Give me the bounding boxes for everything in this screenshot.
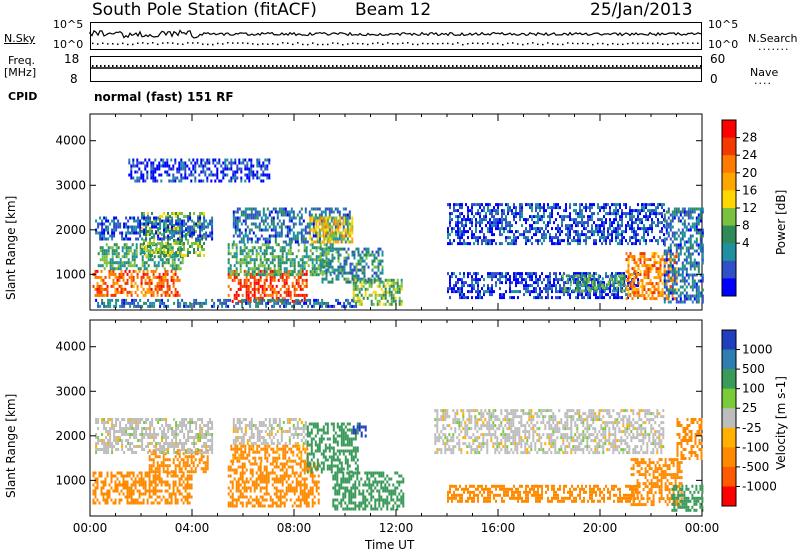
nsky-panel	[90, 22, 702, 50]
x-tick-label-1: 04:00	[175, 521, 210, 535]
power-colorbar-swatch-7	[722, 243, 736, 262]
cpid-value: normal (fast) 151 RF	[94, 90, 234, 104]
nsky-trace	[89, 29, 703, 46]
velocity-colorbar-tick-label-5: -100	[742, 440, 769, 454]
freq-panel	[90, 56, 702, 82]
power-colorbar-tick-label-0: 28	[742, 131, 757, 145]
velocity-colorbar-swatch-7	[722, 466, 736, 487]
nsky-tick-top: 10^5	[53, 18, 84, 31]
velocity-colorbar-swatch-1	[722, 349, 736, 370]
velocity-colorbar-tick-label-0: 1000	[742, 343, 773, 357]
date-label: 25/Jan/2013	[590, 0, 693, 20]
velocity-colorbar-swatch-5	[722, 427, 736, 448]
velocity-ytick-label-2: 3000	[55, 384, 86, 398]
station-title: South Pole Station (fitACF)	[92, 0, 317, 20]
nsearch-dots: .......	[758, 40, 790, 53]
power-scale-label-box: Power [dB]	[774, 190, 800, 269]
velocity-scatter-data	[92, 409, 704, 512]
power-colorbar-tick-label-1: 24	[742, 148, 757, 162]
power-colorbar-swatch-1	[722, 137, 736, 156]
nsky-tick-bottom: 10^0	[53, 38, 84, 51]
power-panel-ylabel-box: Slant Range [km]	[4, 160, 34, 310]
beam-label: Beam 12	[355, 0, 432, 20]
x-tick-label-6: 00:00	[685, 521, 720, 535]
power-colorbar-tick-label-6: 4	[742, 236, 750, 250]
power-ytick-label-2: 3000	[55, 178, 86, 192]
x-axis-label: Time UT	[365, 538, 415, 552]
power-colorbar-tick-label-4: 12	[742, 201, 757, 215]
x-tick-label-2: 08:00	[277, 521, 312, 535]
velocity-colorbar-frame	[721, 329, 737, 507]
power-colorbar-swatch-9	[722, 278, 736, 297]
nave-tick-bottom: 0	[710, 72, 718, 86]
velocity-colorbar-swatch-4	[722, 408, 736, 429]
power-ytick-label-0: 1000	[55, 267, 86, 281]
power-colorbar-tick-label-5: 8	[742, 219, 750, 233]
velocity-scale-label-box: Velocity [m s-1]	[774, 376, 800, 484]
power-panel-ylabel: Slant Range [km]	[4, 195, 18, 300]
velocity-colorbar-tick-label-2: 100	[742, 382, 765, 396]
power-colorbar-swatch-3	[722, 172, 736, 191]
freq-tick-top: 18	[64, 52, 80, 66]
velocity-colorbar-swatch-0	[722, 330, 736, 351]
power-colorbar-swatch-6	[722, 225, 736, 244]
velocity-colorbar-swatch-6	[722, 447, 736, 468]
power-scale-label: Power [dB]	[774, 189, 788, 255]
freq-label: Freq.	[8, 54, 36, 67]
power-colorbar-swatch-2	[722, 155, 736, 174]
power-scatter-data	[92, 158, 704, 308]
power-colorbar-swatch-4	[722, 190, 736, 209]
velocity-colorbar-swatch-3	[722, 388, 736, 409]
power-colorbar-tick-label-3: 16	[742, 183, 757, 197]
nsearch-tick-bottom: 10^0	[708, 38, 739, 51]
velocity-colorbar-tick-label-3: 25	[742, 401, 757, 415]
velocity-scale-label: Velocity [m s-1]	[774, 376, 788, 470]
nsky-label: N.Sky	[4, 32, 36, 45]
nsearch-label: N.Search	[748, 32, 798, 45]
freq-trace	[90, 65, 702, 69]
nsky-line	[89, 29, 703, 39]
velocity-panel-ylabel: Slant Range [km]	[4, 393, 18, 498]
power-colorbar-tick-label-2: 20	[742, 166, 757, 180]
x-tick-label-3: 12:00	[379, 521, 414, 535]
freq-unit-label: [MHz]	[4, 66, 37, 79]
velocity-ytick-label-3: 4000	[55, 340, 86, 354]
x-tick-label-0: 00:00	[73, 521, 108, 535]
power-colorbar-swatch-0	[722, 120, 736, 139]
power-colorbar-swatch-8	[722, 260, 736, 279]
nave-tick-top: 60	[710, 52, 726, 66]
velocity-colorbar-tick-label-7: -1000	[742, 479, 777, 493]
power-ytick-label-3: 4000	[55, 134, 86, 148]
nave-dots: ....	[754, 74, 772, 87]
nave-label: Nave	[750, 66, 779, 79]
velocity-panel-ylabel-box: Slant Range [km]	[4, 380, 34, 530]
velocity-colorbar-tick-label-1: 500	[742, 362, 765, 376]
velocity-colorbar-swatch-2	[722, 369, 736, 390]
velocity-colorbar-swatch-8	[722, 486, 736, 507]
nsearch-tick-top: 10^5	[708, 18, 739, 31]
velocity-ytick-label-1: 2000	[55, 429, 86, 443]
cpid-label: CPID	[8, 90, 38, 103]
x-tick-label-4: 16:00	[481, 521, 516, 535]
power-colorbar-swatch-5	[722, 208, 736, 227]
velocity-colorbar-tick-label-4: -25	[742, 421, 762, 435]
velocity-ytick-label-0: 1000	[55, 473, 86, 487]
power-ytick-label-1: 2000	[55, 223, 86, 237]
velocity-colorbar-tick-label-6: -500	[742, 460, 769, 474]
x-tick-label-5: 20:00	[583, 521, 618, 535]
freq-tick-bottom: 8	[70, 72, 78, 86]
